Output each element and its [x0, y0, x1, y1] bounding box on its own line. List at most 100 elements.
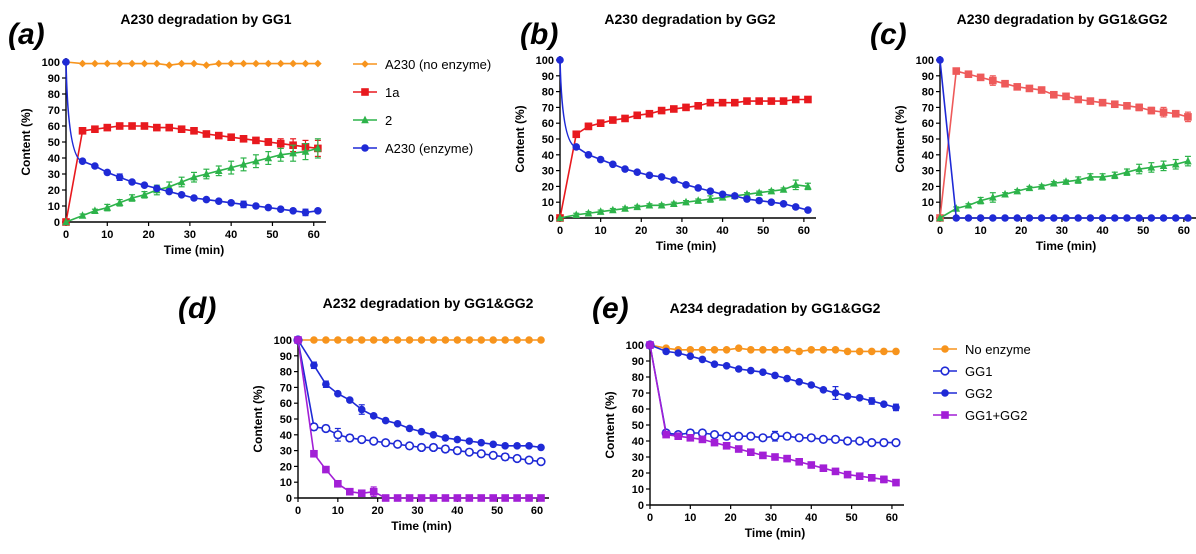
data-point [1001, 214, 1009, 222]
series-a230-enzyme- [62, 58, 322, 217]
y-tick-label: 50 [922, 134, 934, 146]
legend-marker [940, 366, 950, 376]
legend: A230 (no enzyme) 1a 2 A230 (enzyme) [353, 57, 491, 156]
data-point [264, 153, 273, 162]
x-tick-label: 60 [531, 505, 543, 517]
data-point [771, 346, 779, 354]
data-point [867, 397, 876, 405]
data-point [489, 336, 498, 344]
y-tick-label: 20 [632, 468, 644, 480]
data-point [706, 194, 715, 203]
data-point [795, 378, 803, 386]
data-point [91, 59, 99, 68]
legend-marker [361, 60, 369, 68]
data-point [880, 400, 888, 409]
data-point [369, 487, 378, 496]
legend-label: 2 [385, 113, 392, 128]
data-point [405, 336, 414, 344]
data-point [791, 95, 800, 104]
data-point [1074, 95, 1082, 104]
y-tick-label: 10 [280, 477, 292, 489]
data-point [214, 59, 223, 68]
data-point [989, 76, 997, 85]
data-point [227, 59, 235, 68]
y-tick-label: 40 [922, 150, 934, 162]
series-gg1 [645, 340, 901, 448]
data-point [202, 195, 211, 204]
data-point [584, 151, 593, 159]
data-point [381, 416, 390, 425]
data-point [674, 349, 683, 357]
data-point [795, 458, 803, 466]
data-point [276, 150, 285, 158]
data-point [464, 447, 474, 457]
y-tick-label: 50 [48, 137, 60, 149]
data-point [572, 143, 581, 151]
data-point [190, 194, 198, 202]
chart-title: A230 degradation by GG1&GG2 [957, 11, 1168, 27]
data-point [301, 208, 310, 217]
legend-marker [361, 115, 369, 124]
data-point [759, 451, 767, 460]
data-point [314, 144, 322, 152]
y-tick-label: 100 [916, 55, 934, 67]
data-point [645, 171, 654, 180]
data-point [501, 336, 509, 344]
chart-title: A234 degradation by GG1&GG2 [670, 300, 881, 316]
data-point [771, 371, 779, 380]
data-point [1171, 159, 1180, 168]
data-point [633, 202, 642, 211]
data-point [662, 430, 670, 439]
data-point [819, 386, 828, 394]
x-tick-label: 30 [676, 225, 688, 237]
data-point [609, 205, 617, 214]
data-point [686, 434, 695, 442]
data-point [682, 103, 690, 112]
data-point [855, 436, 865, 446]
data-point [1123, 167, 1131, 176]
y-tick-label: 10 [48, 201, 60, 213]
data-point [767, 198, 776, 206]
data-point [252, 59, 260, 68]
y-tick-label: 70 [280, 382, 292, 394]
data-point [755, 196, 763, 205]
data-point [103, 168, 112, 177]
data-point [91, 162, 99, 170]
data-point [892, 478, 900, 487]
data-point [301, 147, 310, 155]
data-point [783, 374, 791, 383]
data-point [357, 434, 367, 445]
data-point [1098, 98, 1107, 107]
data-point [1062, 177, 1070, 185]
data-point [264, 59, 273, 68]
x-tick-label: 40 [451, 505, 463, 517]
data-point [646, 341, 654, 349]
y-axis-label: Content (%) [513, 105, 527, 172]
data-point [645, 109, 654, 118]
data-point [140, 190, 149, 198]
data-point [767, 97, 776, 105]
data-point [791, 203, 800, 211]
x-tick-label: 20 [725, 512, 737, 524]
data-point [153, 184, 161, 193]
data-point [289, 148, 297, 157]
legend: No enzyme GG1 GG2 GG1+GG2 [933, 342, 1031, 423]
data-point [1001, 189, 1009, 198]
x-tick-label: 30 [411, 505, 423, 517]
data-point [128, 122, 136, 130]
series-line [297, 339, 542, 499]
data-point [405, 494, 414, 502]
x-tick-label: 50 [845, 512, 857, 524]
data-point [357, 405, 366, 414]
data-point [417, 336, 426, 344]
series-line [65, 61, 318, 214]
y-axis-label: Content (%) [603, 391, 617, 458]
series-1a [556, 95, 812, 222]
data-point [1135, 103, 1143, 112]
panel-letter: (b) [520, 18, 558, 51]
data-point [289, 59, 297, 68]
data-point [989, 214, 997, 222]
y-tick-label: 10 [542, 197, 554, 209]
data-point [1135, 164, 1143, 173]
data-point [670, 105, 678, 113]
